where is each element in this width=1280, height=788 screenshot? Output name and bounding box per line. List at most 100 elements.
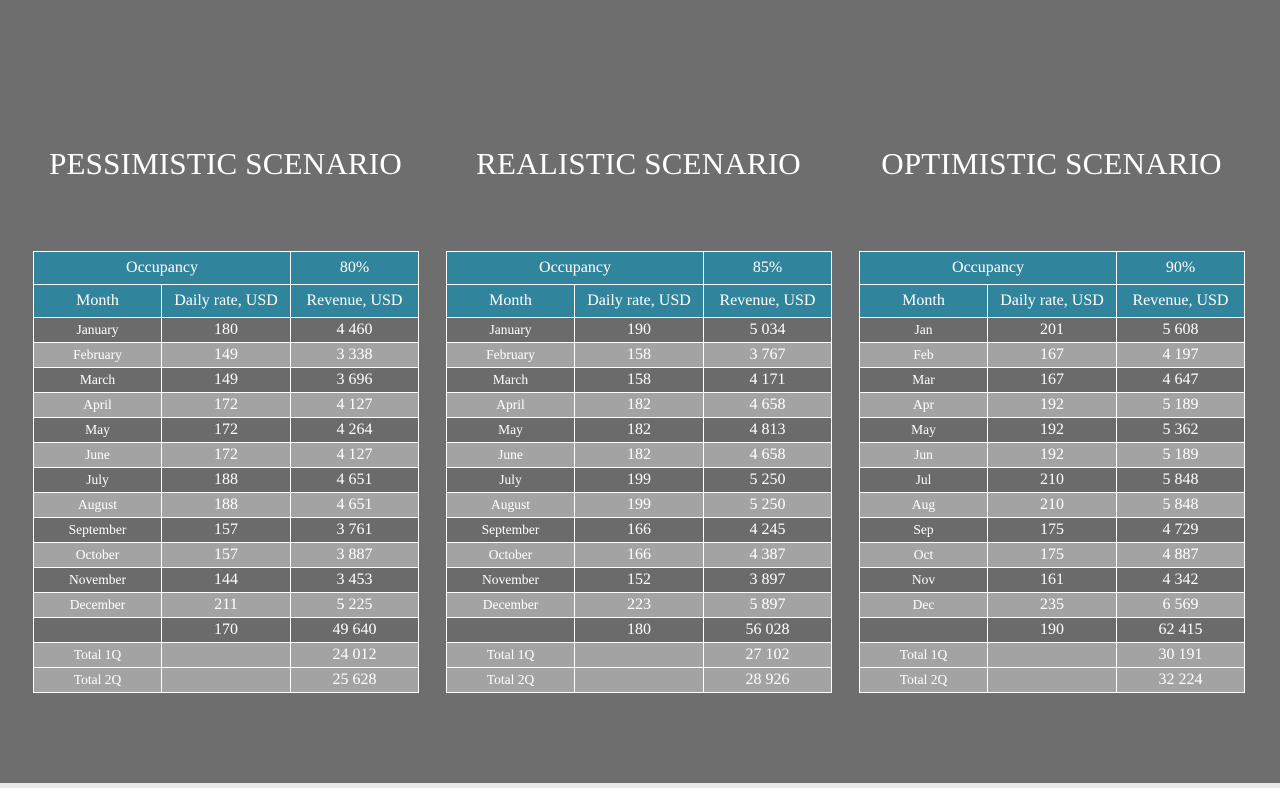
daily-rate-cell: 192 — [987, 392, 1117, 418]
revenue-cell: 4 245 — [703, 517, 832, 543]
month-cell: May — [859, 417, 988, 443]
month-cell: September — [446, 517, 575, 543]
table-row: July 199 5 250 — [446, 467, 832, 493]
revenue-cell: 5 848 — [1116, 492, 1245, 518]
table-row: May 192 5 362 — [859, 417, 1245, 443]
revenue-cell: 5 225 — [290, 592, 419, 618]
total-1q-row: Total 1Q 24 012 — [33, 642, 419, 668]
revenue-cell: 4 264 — [290, 417, 419, 443]
month-cell: March — [33, 367, 162, 393]
daily-rate-header: Daily rate, USD — [161, 284, 291, 318]
month-cell: February — [446, 342, 575, 368]
revenue-cell: 4 460 — [290, 317, 419, 343]
month-cell: Jun — [859, 442, 988, 468]
daily-rate-cell — [574, 667, 704, 693]
table-row: February 158 3 767 — [446, 342, 832, 368]
revenue-cell: 5 189 — [1116, 392, 1245, 418]
occupancy-value: 85% — [703, 251, 832, 285]
table-row: March 149 3 696 — [33, 367, 419, 393]
revenue-cell: 4 651 — [290, 467, 419, 493]
total-row: 170 49 640 — [33, 617, 419, 643]
revenue-cell: 4 171 — [703, 367, 832, 393]
table-row: Aug 210 5 848 — [859, 492, 1245, 518]
total-1q-row: Total 1Q 27 102 — [446, 642, 832, 668]
daily-rate-cell: 149 — [161, 367, 291, 393]
revenue-cell: 4 197 — [1116, 342, 1245, 368]
table-row: September 157 3 761 — [33, 517, 419, 543]
occupancy-label: Occupancy — [859, 251, 1117, 285]
daily-rate-cell: 180 — [574, 617, 704, 643]
revenue-cell: 4 387 — [703, 542, 832, 568]
revenue-cell: 6 569 — [1116, 592, 1245, 618]
month-cell: January — [33, 317, 162, 343]
month-cell: January — [446, 317, 575, 343]
table-row: Apr 192 5 189 — [859, 392, 1245, 418]
table-row: September 166 4 245 — [446, 517, 832, 543]
table-row: Feb 167 4 197 — [859, 342, 1245, 368]
revenue-cell: 28 926 — [703, 667, 832, 693]
month-cell: Total 2Q — [859, 667, 988, 693]
month-cell: Mar — [859, 367, 988, 393]
revenue-cell: 4 127 — [290, 442, 419, 468]
month-cell — [446, 617, 575, 643]
table-row: November 152 3 897 — [446, 567, 832, 593]
table-row: Dec 235 6 569 — [859, 592, 1245, 618]
month-cell: November — [446, 567, 575, 593]
revenue-cell: 4 658 — [703, 442, 832, 468]
daily-rate-cell: 199 — [574, 467, 704, 493]
month-cell: February — [33, 342, 162, 368]
revenue-cell: 3 696 — [290, 367, 419, 393]
month-cell: Feb — [859, 342, 988, 368]
revenue-header: Revenue, USD — [703, 284, 832, 318]
daily-rate-cell: 158 — [574, 367, 704, 393]
daily-rate-cell: 152 — [574, 567, 704, 593]
daily-rate-cell: 190 — [987, 617, 1117, 643]
daily-rate-cell: 172 — [161, 442, 291, 468]
month-cell: Total 1Q — [859, 642, 988, 668]
daily-rate-cell: 166 — [574, 542, 704, 568]
daily-rate-cell: 180 — [161, 317, 291, 343]
total-1q-row: Total 1Q 30 191 — [859, 642, 1245, 668]
daily-rate-cell: 167 — [987, 342, 1117, 368]
daily-rate-cell: 170 — [161, 617, 291, 643]
revenue-header: Revenue, USD — [1116, 284, 1245, 318]
revenue-cell: 62 415 — [1116, 617, 1245, 643]
table-row: Nov 161 4 342 — [859, 567, 1245, 593]
daily-rate-cell: 172 — [161, 417, 291, 443]
revenue-cell: 27 102 — [703, 642, 832, 668]
month-cell: Sep — [859, 517, 988, 543]
daily-rate-cell: 167 — [987, 367, 1117, 393]
month-cell: June — [33, 442, 162, 468]
month-cell: Total 1Q — [33, 642, 162, 668]
month-cell: Total 1Q — [446, 642, 575, 668]
month-cell: Apr — [859, 392, 988, 418]
table-row: June 182 4 658 — [446, 442, 832, 468]
scenario-table: Occupancy 80% Month Daily rate, USD Revenue,… — [33, 251, 419, 693]
month-cell: May — [33, 417, 162, 443]
month-cell: July — [446, 467, 575, 493]
month-cell: December — [446, 592, 575, 618]
daily-rate-cell: 172 — [161, 392, 291, 418]
revenue-cell: 24 012 — [290, 642, 419, 668]
revenue-cell: 49 640 — [290, 617, 419, 643]
daily-rate-cell: 182 — [574, 417, 704, 443]
month-cell: Dec — [859, 592, 988, 618]
daily-rate-cell — [987, 667, 1117, 693]
table-row: February 149 3 338 — [33, 342, 419, 368]
month-cell: August — [446, 492, 575, 518]
revenue-cell: 4 729 — [1116, 517, 1245, 543]
month-cell: May — [446, 417, 575, 443]
daily-rate-cell: 175 — [987, 517, 1117, 543]
column-header-row: Month Daily rate, USD Revenue, USD — [446, 284, 832, 318]
daily-rate-cell: 144 — [161, 567, 291, 593]
daily-rate-cell: 182 — [574, 442, 704, 468]
table-row: Sep 175 4 729 — [859, 517, 1245, 543]
table-row: June 172 4 127 — [33, 442, 419, 468]
month-cell: Oct — [859, 542, 988, 568]
daily-rate-cell: 182 — [574, 392, 704, 418]
daily-rate-cell — [987, 642, 1117, 668]
table-row: July 188 4 651 — [33, 467, 419, 493]
table-row: Jun 192 5 189 — [859, 442, 1245, 468]
revenue-cell: 3 767 — [703, 342, 832, 368]
